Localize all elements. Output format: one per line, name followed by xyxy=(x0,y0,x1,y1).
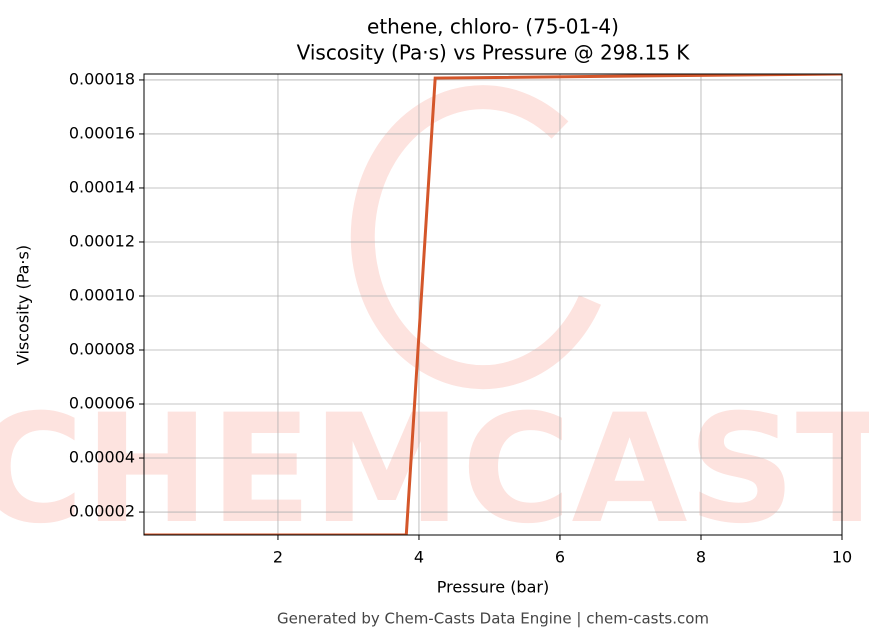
y-tick-label: 0.00012 xyxy=(69,231,135,250)
y-axis-label: Viscosity (Pa·s) xyxy=(14,245,33,365)
x-axis-label: Pressure (bar) xyxy=(437,578,549,597)
y-tick-label: 0.00006 xyxy=(69,394,135,413)
x-tick-label: 4 xyxy=(414,548,424,567)
chart-subtitle: Viscosity (Pa·s) vs Pressure @ 298.15 K xyxy=(297,41,691,65)
y-tick-label: 0.00008 xyxy=(69,340,135,359)
y-tick-label: 0.00004 xyxy=(69,448,135,467)
y-tick-label: 0.00010 xyxy=(69,285,135,304)
chart-title: ethene, chloro- (75-01-4) xyxy=(367,15,619,39)
x-tick-label: 10 xyxy=(832,548,852,567)
x-tick-label: 2 xyxy=(273,548,283,567)
y-tick-label: 0.00016 xyxy=(69,123,135,142)
x-tick-label: 6 xyxy=(555,548,565,567)
y-tick-label: 0.00018 xyxy=(69,69,135,88)
plot-frame xyxy=(143,73,843,536)
footer: Generated by Chem-Casts Data Engine | ch… xyxy=(277,610,709,628)
y-tick-label: 0.00014 xyxy=(69,177,135,196)
x-tick-label: 8 xyxy=(696,548,706,567)
watermark: CHEMCASTS xyxy=(0,383,869,557)
data-line xyxy=(144,74,842,535)
watermark-logo xyxy=(350,85,602,390)
y-tick-label: 0.00002 xyxy=(69,502,135,521)
